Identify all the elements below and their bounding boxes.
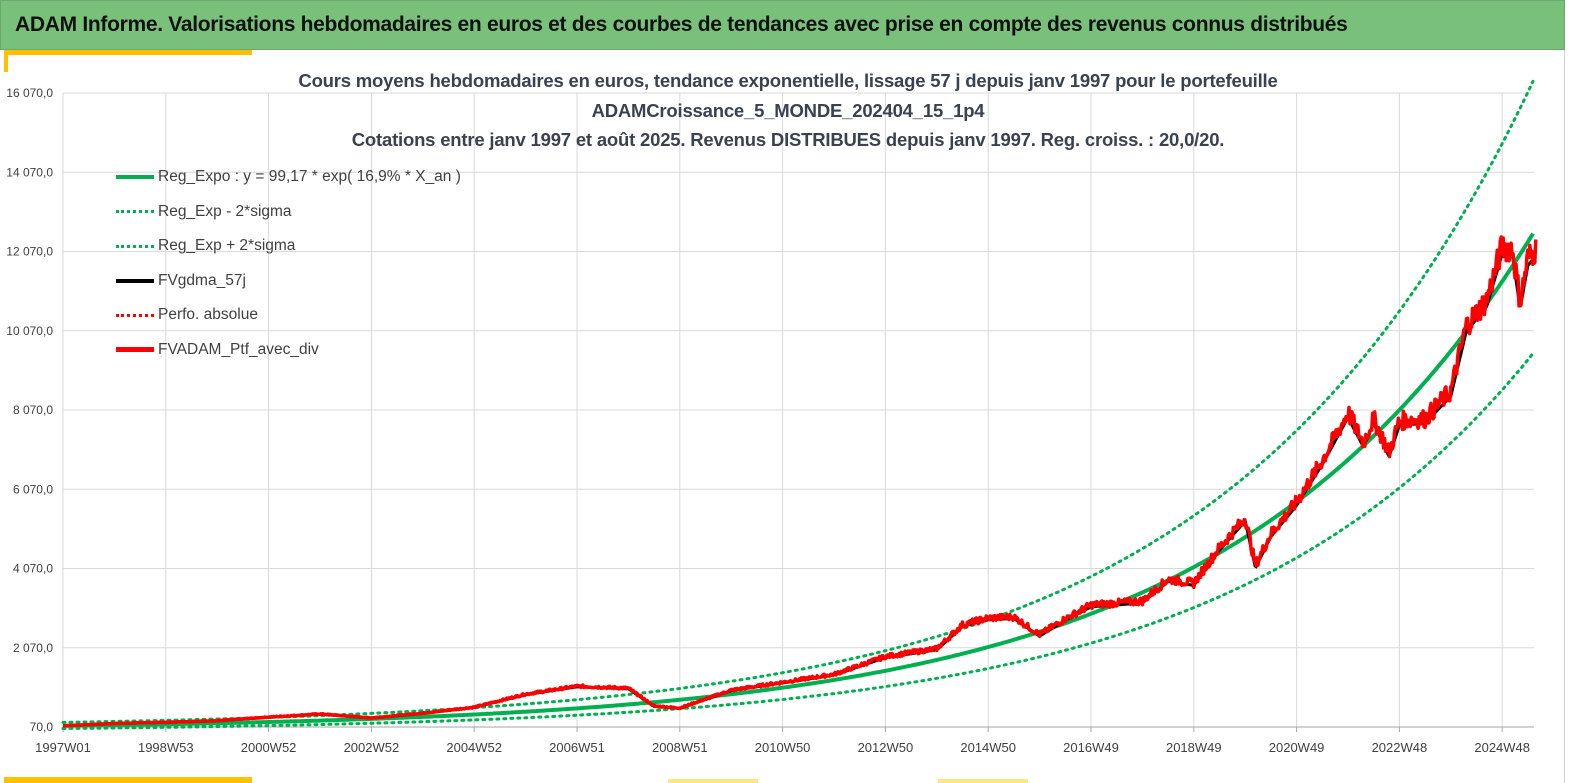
legend-item-perfo: Perfo. absolue	[116, 304, 461, 339]
page-title: ADAM Informe. Valorisations hebdomadaire…	[15, 13, 1348, 36]
legend-swatch-reg-expo	[116, 175, 154, 180]
y-tick-label: 12 070,0	[6, 245, 53, 259]
x-tick-label: 2016W49	[1063, 740, 1119, 755]
x-tick-label: 2018W49	[1166, 740, 1222, 755]
legend-swatch-perfo	[116, 313, 154, 317]
y-tick-label: 70,0	[30, 720, 54, 734]
legend-swatch-fvgdma	[116, 278, 154, 283]
legend-item-fvadam: FVADAM_Ptf_avec_div	[116, 339, 461, 374]
accent-bar-top	[4, 50, 252, 55]
chart-title-line-3: Cotations entre janv 1997 et août 2025. …	[351, 129, 1225, 150]
series-reg-expo	[63, 232, 1535, 728]
x-tick-label: 2010W50	[755, 740, 811, 755]
x-tick-label: 2022W48	[1372, 740, 1428, 755]
legend-label-reg-expo: Reg_Expo : y = 99,17 * exp( 16,9% * X_an…	[158, 168, 461, 186]
x-tick-label: 2024W48	[1474, 740, 1530, 755]
legend-swatch-reg-minus	[116, 210, 154, 214]
chart-frame-edge	[1564, 50, 1565, 783]
y-tick-label: 6 070,0	[13, 482, 53, 496]
x-tick-label: 1997W01	[35, 740, 91, 755]
x-tick-label: 2006W51	[549, 740, 605, 755]
y-tick-label: 16 070,0	[6, 86, 53, 100]
legend-item-reg-plus: Reg_Exp + 2*sigma	[116, 235, 461, 270]
header-banner: ADAM Informe. Valorisations hebdomadaire…	[0, 0, 1565, 50]
legend-swatch-reg-plus	[116, 244, 154, 248]
legend-label-reg-minus: Reg_Exp - 2*sigma	[158, 202, 292, 220]
legend-item-reg-expo: Reg_Expo : y = 99,17 * exp( 16,9% * X_an…	[116, 166, 461, 201]
accent-bar-bottom-mid	[668, 779, 758, 783]
y-tick-label: 4 070,0	[13, 562, 53, 576]
y-tick-label: 8 070,0	[13, 403, 53, 417]
x-tick-label: 2004W52	[446, 740, 502, 755]
series-fvadam-ptf-avec-div	[62, 235, 1538, 728]
legend-label-reg-plus: Reg_Exp + 2*sigma	[158, 237, 296, 255]
x-tick-label: 2000W52	[241, 740, 297, 755]
accent-bar-bottom-right	[938, 779, 1028, 783]
legend-label-perfo: Perfo. absolue	[158, 306, 258, 324]
legend-label-fvgdma: FVgdma_57j	[158, 271, 246, 289]
accent-bar-bottom	[4, 777, 252, 783]
legend-item-reg-minus: Reg_Exp - 2*sigma	[116, 201, 461, 236]
x-tick-label: 2002W52	[344, 740, 400, 755]
y-tick-label: 14 070,0	[6, 165, 53, 179]
accent-bar-top-vertical	[4, 50, 8, 72]
x-tick-label: 1998W53	[138, 740, 194, 755]
x-tick-label: 2012W50	[858, 740, 914, 755]
chart-legend: Reg_Expo : y = 99,17 * exp( 16,9% * X_an…	[116, 166, 461, 373]
chart-title-line-2: ADAMCroissance_5_MONDE_202404_15_1p4	[591, 100, 985, 121]
chart-title-line-1: Cours moyens hebdomadaires en euros, ten…	[298, 70, 1278, 91]
y-tick-label: 2 070,0	[13, 641, 53, 655]
legend-swatch-fvadam	[116, 347, 154, 353]
x-tick-label: 2020W49	[1269, 740, 1325, 755]
legend-item-fvgdma: FVgdma_57j	[116, 270, 461, 305]
legend-label-fvadam: FVADAM_Ptf_avec_div	[158, 340, 319, 358]
y-tick-label: 10 070,0	[6, 324, 53, 338]
x-tick-label: 2008W51	[652, 740, 708, 755]
x-tick-label: 2014W50	[960, 740, 1016, 755]
series-reg-exp-minus-2sigma	[61, 351, 1535, 730]
